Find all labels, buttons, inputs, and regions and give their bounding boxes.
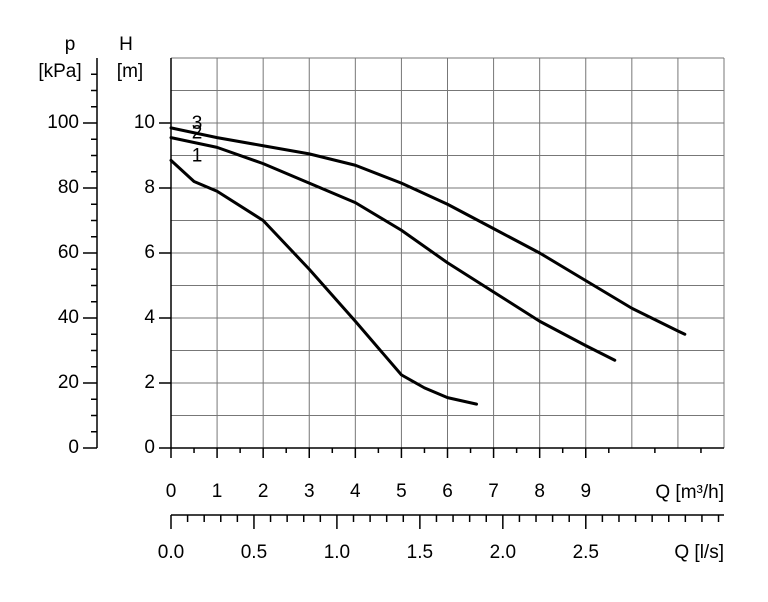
x-axis-label: Q [m³/h] (655, 482, 724, 503)
h-axis-label: H (119, 34, 133, 55)
x-tick-label: 8 (534, 481, 545, 502)
x-tick-label: 0 (166, 481, 177, 502)
h-axis-unit: [m] (117, 61, 143, 82)
y-tick-label: 2 (144, 372, 155, 393)
y2-tick-label: 20 (58, 372, 79, 393)
x-tick-label: 3 (304, 481, 315, 502)
y-tick-label: 8 (144, 177, 155, 198)
pump-curve (169, 136, 617, 362)
p-axis-unit: [kPa] (38, 61, 81, 82)
x-tick-label: 9 (580, 481, 591, 502)
x2-tick-label: 1.0 (324, 542, 350, 563)
x2-tick-label: 2.5 (573, 542, 599, 563)
y2-tick-label: 100 (47, 112, 79, 133)
pump-curve (169, 158, 479, 406)
y-tick-label: 4 (144, 307, 155, 328)
pump-curve (169, 126, 687, 336)
y2-tick-label: 40 (58, 307, 79, 328)
x-tick-label: 6 (442, 481, 453, 502)
x-tick-label: 2 (258, 481, 269, 502)
x-tick-label: 4 (350, 481, 361, 502)
y-tick-label: 10 (134, 112, 155, 133)
y2-tick-label: 60 (58, 242, 79, 263)
y2-tick-label: 80 (58, 177, 79, 198)
curve-label: 1 (192, 145, 203, 166)
curve-label: 3 (192, 113, 203, 134)
x-tick-label: 7 (488, 481, 499, 502)
x2-tick-label: 1.5 (407, 542, 433, 563)
x-tick-label: 5 (396, 481, 407, 502)
x2-tick-label: 2.0 (490, 542, 516, 563)
x-tick-label: 1 (212, 481, 223, 502)
x2-tick-label: 0.5 (241, 542, 267, 563)
x2-tick-label: 0.0 (158, 542, 184, 563)
x2-axis-label: Q [l/s] (674, 542, 724, 563)
y-tick-label: 6 (144, 242, 155, 263)
p-axis-label: p (65, 34, 76, 55)
y-tick-label: 0 (144, 437, 155, 458)
y2-tick-label: 0 (68, 437, 79, 458)
